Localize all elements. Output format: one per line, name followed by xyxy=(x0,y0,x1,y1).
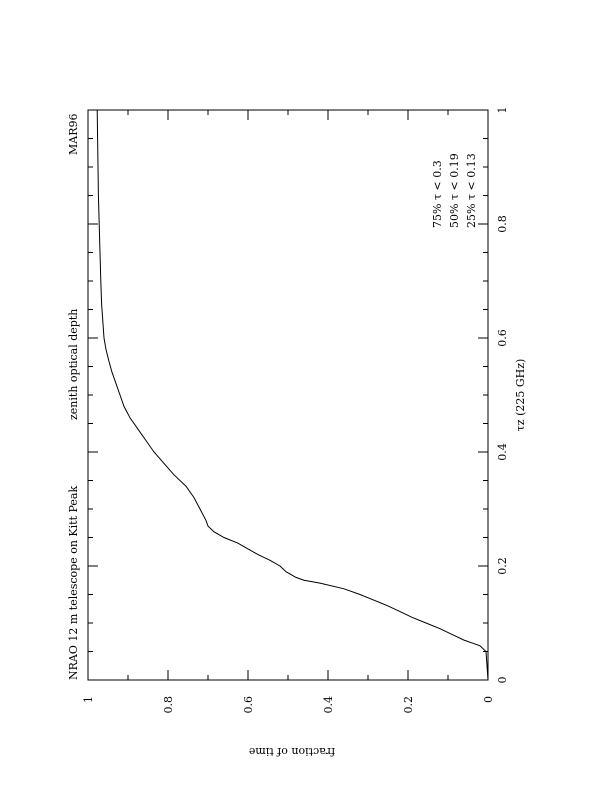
stat-25: 25% τ < 0.13 xyxy=(465,153,478,228)
y-tick-label: 0.8 xyxy=(162,696,175,714)
y-tick-label: 0.4 xyxy=(322,696,335,714)
x-tick-label: 0 xyxy=(496,677,509,684)
x-tick-label: 0.6 xyxy=(496,329,509,347)
y-axis-label: fraction of time xyxy=(249,745,335,758)
data-line xyxy=(96,109,489,681)
x-tick-label: 0.2 xyxy=(496,557,509,575)
y-tick-label: 0.2 xyxy=(402,696,415,714)
y-tick-label: 0.6 xyxy=(242,696,255,714)
x-axis-label: τz (225 GHz) xyxy=(514,359,527,432)
x-tick-label: 0.8 xyxy=(496,215,509,233)
y-tick-label: 1 xyxy=(82,696,95,703)
chart-subtitle: zenith optical depth xyxy=(67,309,80,420)
x-tick-label: 1 xyxy=(496,107,509,114)
y-tick-label: 0 xyxy=(482,696,495,703)
chart-title: NRAO 12 m telescope on Kitt Peak xyxy=(67,486,80,680)
x-tick-label: 0.4 xyxy=(496,443,509,461)
tick-labels: 0 0.2 0.4 0.6 0.8 1 0 0.2 0.4 0.6 0.8 1 xyxy=(82,107,509,714)
stat-50: 50% τ < 0.19 xyxy=(448,153,461,228)
period-label: MAR96 xyxy=(67,114,80,156)
stat-75: 75% τ < 0.3 xyxy=(431,160,444,228)
